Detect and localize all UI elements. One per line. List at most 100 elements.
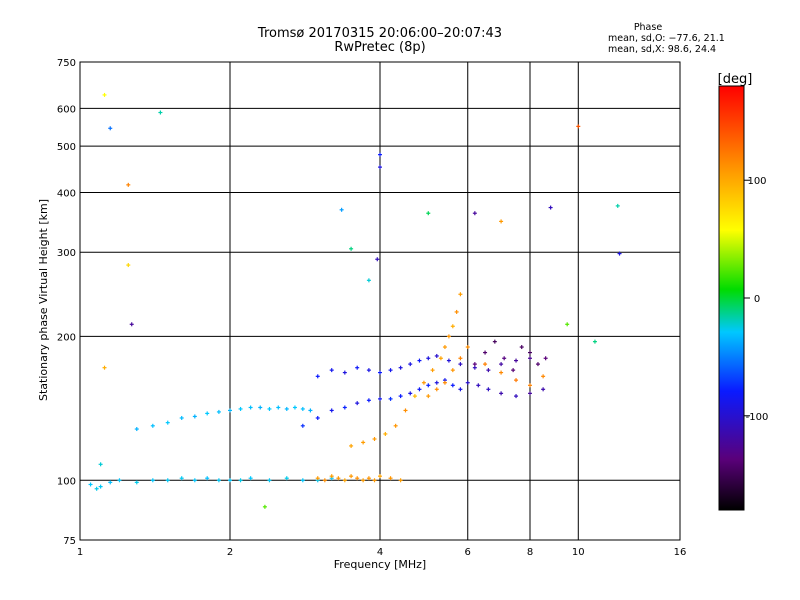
data-point [262, 504, 267, 509]
colorbar [718, 85, 745, 511]
data-point [450, 324, 455, 329]
data-point [94, 486, 99, 491]
data-point [408, 362, 413, 367]
data-point [483, 362, 488, 367]
plot-frame [79, 61, 681, 541]
data-point [238, 406, 243, 411]
data-point [329, 368, 334, 373]
data-point [315, 374, 320, 379]
data-point [434, 380, 439, 385]
x-tick-label: 2 [227, 547, 233, 558]
data-point [454, 309, 459, 314]
data-point [366, 278, 371, 283]
data-point [535, 362, 540, 367]
data-point [88, 482, 93, 487]
data-point [372, 478, 377, 483]
data-point [342, 478, 347, 483]
y-tick-label: 750 [57, 58, 76, 69]
data-point [342, 405, 347, 410]
y-tick-label: 200 [57, 332, 76, 343]
data-point [361, 478, 366, 483]
data-point [548, 205, 553, 210]
data-point [308, 408, 313, 413]
data-point [465, 345, 470, 350]
data-point [366, 476, 371, 481]
data-point [592, 339, 597, 344]
data-point [476, 383, 481, 388]
data-point [228, 478, 232, 483]
data-point [617, 251, 622, 256]
data-point [192, 478, 197, 483]
data-point [336, 476, 341, 481]
data-point [216, 478, 221, 483]
data-point [388, 396, 393, 401]
y-tick-label: 75 [63, 536, 76, 547]
data-point [519, 345, 524, 350]
data-point [393, 423, 398, 428]
colorbar-tick-label: 100 [747, 176, 766, 187]
y-axis-label: Stationary phase Virtual Height [km] [37, 199, 50, 401]
data-point [426, 383, 431, 388]
data-point [300, 423, 305, 428]
data-point [486, 387, 491, 392]
data-point [98, 462, 103, 467]
data-point [126, 182, 131, 187]
data-point [108, 126, 113, 131]
data-point [98, 484, 103, 489]
data-point [378, 165, 382, 170]
data-point [129, 322, 134, 327]
data-point [267, 406, 272, 411]
chart-subtitle: RwPretec (8p) [334, 40, 426, 55]
data-point [322, 478, 327, 483]
data-point [472, 365, 477, 370]
data-point [417, 387, 422, 392]
data-point [355, 365, 360, 370]
data-point [565, 322, 570, 327]
data-point [329, 408, 334, 413]
data-point [284, 406, 289, 411]
data-point [388, 368, 393, 373]
data-point [192, 414, 197, 419]
y-tick-label: 600 [57, 104, 76, 115]
x-tick-label: 1 [77, 547, 83, 558]
data-point [355, 401, 360, 406]
x-tick-label: 10 [572, 547, 585, 558]
data-point [541, 374, 546, 379]
colorbar-tick-label: 0 [754, 294, 760, 305]
data-point [315, 476, 320, 481]
data-point [450, 368, 455, 373]
data-point [403, 408, 408, 413]
data-point [150, 478, 155, 483]
phase-stats: Phase mean, sd,O: −77.6, 21.1 mean, sd,X… [608, 22, 725, 55]
colorbar-label: [deg] [718, 72, 753, 87]
x-tick-label: 4 [377, 547, 383, 558]
data-point [514, 378, 519, 383]
data-point [102, 365, 107, 370]
data-point [615, 203, 620, 208]
y-tick-labels: 75 100 200 300 400 500 600 750 [57, 58, 76, 547]
data-point [388, 476, 393, 481]
x-tick-labels: 1 2 4 6 8 10 16 [77, 547, 687, 558]
x-tick-label: 16 [674, 547, 687, 558]
data-point [465, 380, 470, 385]
data-point [165, 478, 170, 483]
data-point [492, 339, 497, 344]
data-point [342, 370, 347, 375]
data-point [458, 356, 463, 361]
data-point [248, 405, 253, 410]
y-tick-label: 300 [57, 248, 76, 259]
x-axis-label: Frequency [MHz] [334, 558, 426, 571]
data-point [216, 409, 221, 414]
data-point [412, 394, 417, 399]
data-point [339, 207, 344, 212]
data-point [355, 476, 360, 481]
data-point [329, 474, 334, 479]
data-point [458, 387, 463, 392]
data-point [442, 380, 447, 385]
data-point [150, 423, 155, 428]
data-point [430, 368, 435, 373]
data-point [258, 405, 263, 410]
data-point [179, 476, 184, 481]
data-point [248, 476, 253, 481]
